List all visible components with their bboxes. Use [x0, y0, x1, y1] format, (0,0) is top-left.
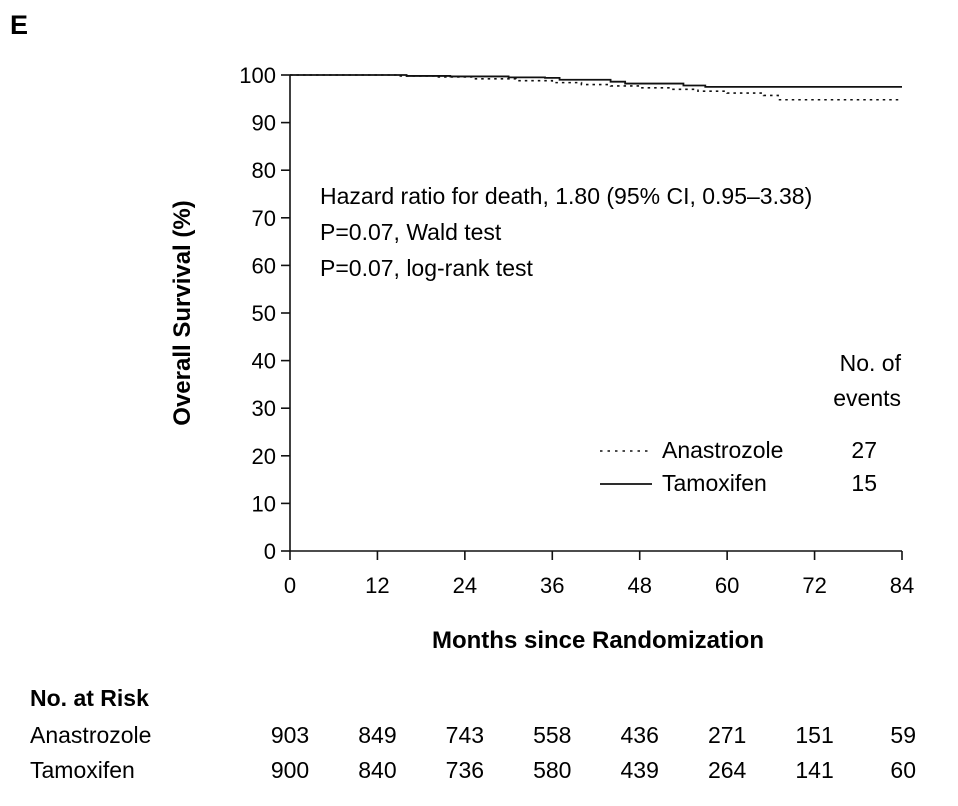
annotation-block: Hazard ratio for death, 1.80 (95% CI, 0.…	[320, 183, 812, 281]
x-tick-label: 72	[802, 573, 826, 598]
legend-events-tamoxifen: 15	[851, 470, 877, 496]
series-line-tamoxifen	[290, 74, 902, 88]
legend-events-anastrozole: 27	[851, 437, 877, 463]
risk-value: 439	[621, 757, 659, 783]
risk-value: 264	[708, 757, 747, 783]
series-layer	[290, 74, 902, 101]
y-tick-label: 90	[252, 111, 276, 136]
x-tick-label: 12	[365, 573, 389, 598]
y-tick-label: 50	[252, 301, 276, 326]
y-tick-label: 0	[264, 539, 276, 564]
legend-header-line2: events	[833, 385, 901, 411]
hazard-ratio-annotation: Hazard ratio for death, 1.80 (95% CI, 0.…	[320, 183, 812, 209]
risk-value: 900	[271, 757, 309, 783]
risk-value: 141	[795, 757, 833, 783]
risk-value: 849	[358, 722, 396, 748]
risk-value: 736	[446, 757, 484, 783]
legend: No. of events Anastrozole 27 Tamoxifen 1…	[600, 350, 902, 496]
risk-value: 840	[358, 757, 396, 783]
risk-value: 580	[533, 757, 571, 783]
y-tick-label: 10	[252, 491, 276, 516]
legend-header-line1: No. of	[840, 350, 902, 376]
risk-value: 271	[708, 722, 746, 748]
risk-row-label-anastrozole: Anastrozole	[30, 722, 151, 748]
y-tick-label: 20	[252, 444, 276, 469]
risk-value: 59	[890, 722, 916, 748]
x-axis-label: Months since Randomization	[432, 627, 764, 654]
risk-values: 903 849 743 558 436 271 151 59 900 840 736 580 439 26…	[271, 722, 916, 783]
y-tick-label: 40	[252, 349, 276, 374]
x-axis: 0 12 24 36 48 60 72 84	[284, 550, 914, 598]
x-tick-label: 24	[453, 573, 477, 598]
y-tick-label: 100	[239, 63, 276, 88]
y-tick-label: 60	[252, 253, 276, 278]
y-axis: 0 10 20 30 40 50 60 70 80 90 100	[239, 63, 291, 564]
y-tick-label: 70	[252, 206, 276, 231]
x-tick-label: 84	[890, 573, 914, 598]
risk-table: No. at Risk Anastrozole Tamoxifen 903 849…	[30, 685, 916, 783]
x-tick-label: 36	[540, 573, 564, 598]
risk-value: 60	[890, 757, 916, 783]
risk-value: 151	[795, 722, 833, 748]
risk-row-label-tamoxifen: Tamoxifen	[30, 757, 135, 783]
legend-label-tamoxifen: Tamoxifen	[662, 470, 767, 496]
logrank-test-annotation: P=0.07, log-rank test	[320, 255, 533, 281]
y-axis-label: Overall Survival (%)	[169, 200, 196, 425]
y-tick-label: 80	[252, 158, 276, 183]
x-tick-label: 0	[284, 573, 296, 598]
x-tick-label: 60	[715, 573, 739, 598]
legend-label-anastrozole: Anastrozole	[662, 437, 783, 463]
risk-value: 558	[533, 722, 571, 748]
risk-table-title: No. at Risk	[30, 685, 149, 711]
risk-value: 903	[271, 722, 309, 748]
wald-test-annotation: P=0.07, Wald test	[320, 219, 502, 245]
risk-value: 436	[621, 722, 659, 748]
y-tick-label: 30	[252, 396, 276, 421]
panel-letter: E	[10, 10, 28, 40]
risk-value: 743	[446, 722, 484, 748]
x-tick-label: 48	[627, 573, 651, 598]
